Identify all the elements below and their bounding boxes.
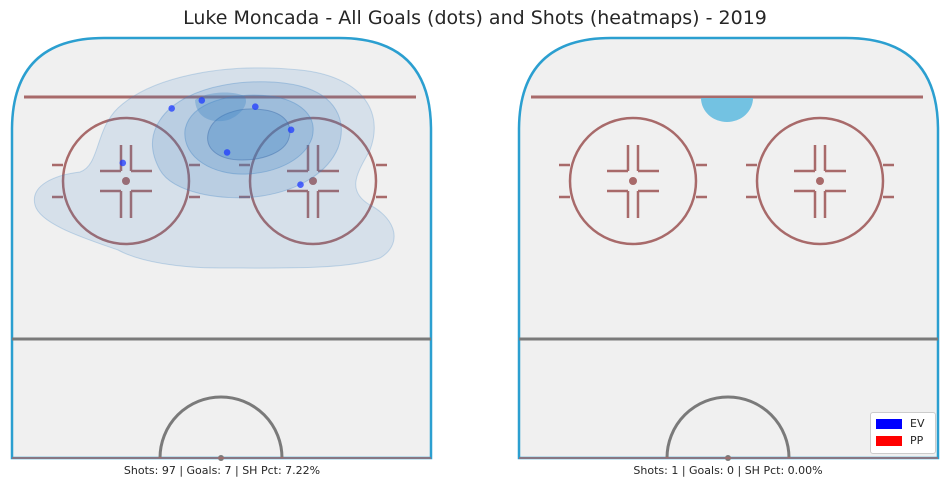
panel-pp-caption: Shots: 1 | Goals: 0 | SH Pct: 0.00% (633, 464, 823, 477)
rink-board (10, 36, 433, 460)
faceoff-dot-left (122, 177, 130, 185)
center-circle (665, 395, 791, 459)
goal-dot (252, 103, 259, 110)
goal-dots-ev (119, 97, 304, 188)
goal-dot (297, 181, 304, 188)
heat-level-4 (207, 108, 291, 161)
rink-board (517, 36, 940, 460)
panel-pp-rink (517, 36, 940, 461)
heat-level-3 (184, 94, 314, 175)
legend-swatch-pp (876, 436, 902, 446)
legend-swatch-ev (876, 419, 902, 429)
faceoff-circle-right (746, 116, 894, 246)
faceoff-circle-right (239, 116, 387, 246)
legend-label-ev: EV (910, 417, 925, 430)
goal-dot (223, 149, 231, 156)
faceoff-circle-left (52, 116, 200, 246)
goal-dot (198, 97, 206, 104)
goal-dot (287, 126, 295, 134)
goal-dot (168, 105, 175, 112)
heat-level-2 (152, 81, 342, 199)
heat-level-5 (195, 92, 247, 122)
chart-title: Luke Moncada - All Goals (dots) and Shot… (183, 7, 767, 29)
panel-ev-rink (10, 36, 433, 461)
legend: EV PP (870, 412, 936, 454)
legend-label-pp: PP (910, 434, 924, 447)
faceoff-dot-left (629, 177, 637, 185)
goal-dot (119, 159, 127, 167)
faceoff-dot-right (309, 177, 317, 185)
center-circle (158, 395, 284, 459)
shot-heatmap-ev (33, 67, 395, 269)
shot-heatmap-pp (701, 98, 753, 122)
faceoff-circle-left (559, 116, 707, 246)
panel-ev-caption: Shots: 97 | Goals: 7 | SH Pct: 7.22% (123, 464, 321, 477)
faceoff-dot-right (816, 177, 824, 185)
heat-level-1 (33, 67, 395, 269)
